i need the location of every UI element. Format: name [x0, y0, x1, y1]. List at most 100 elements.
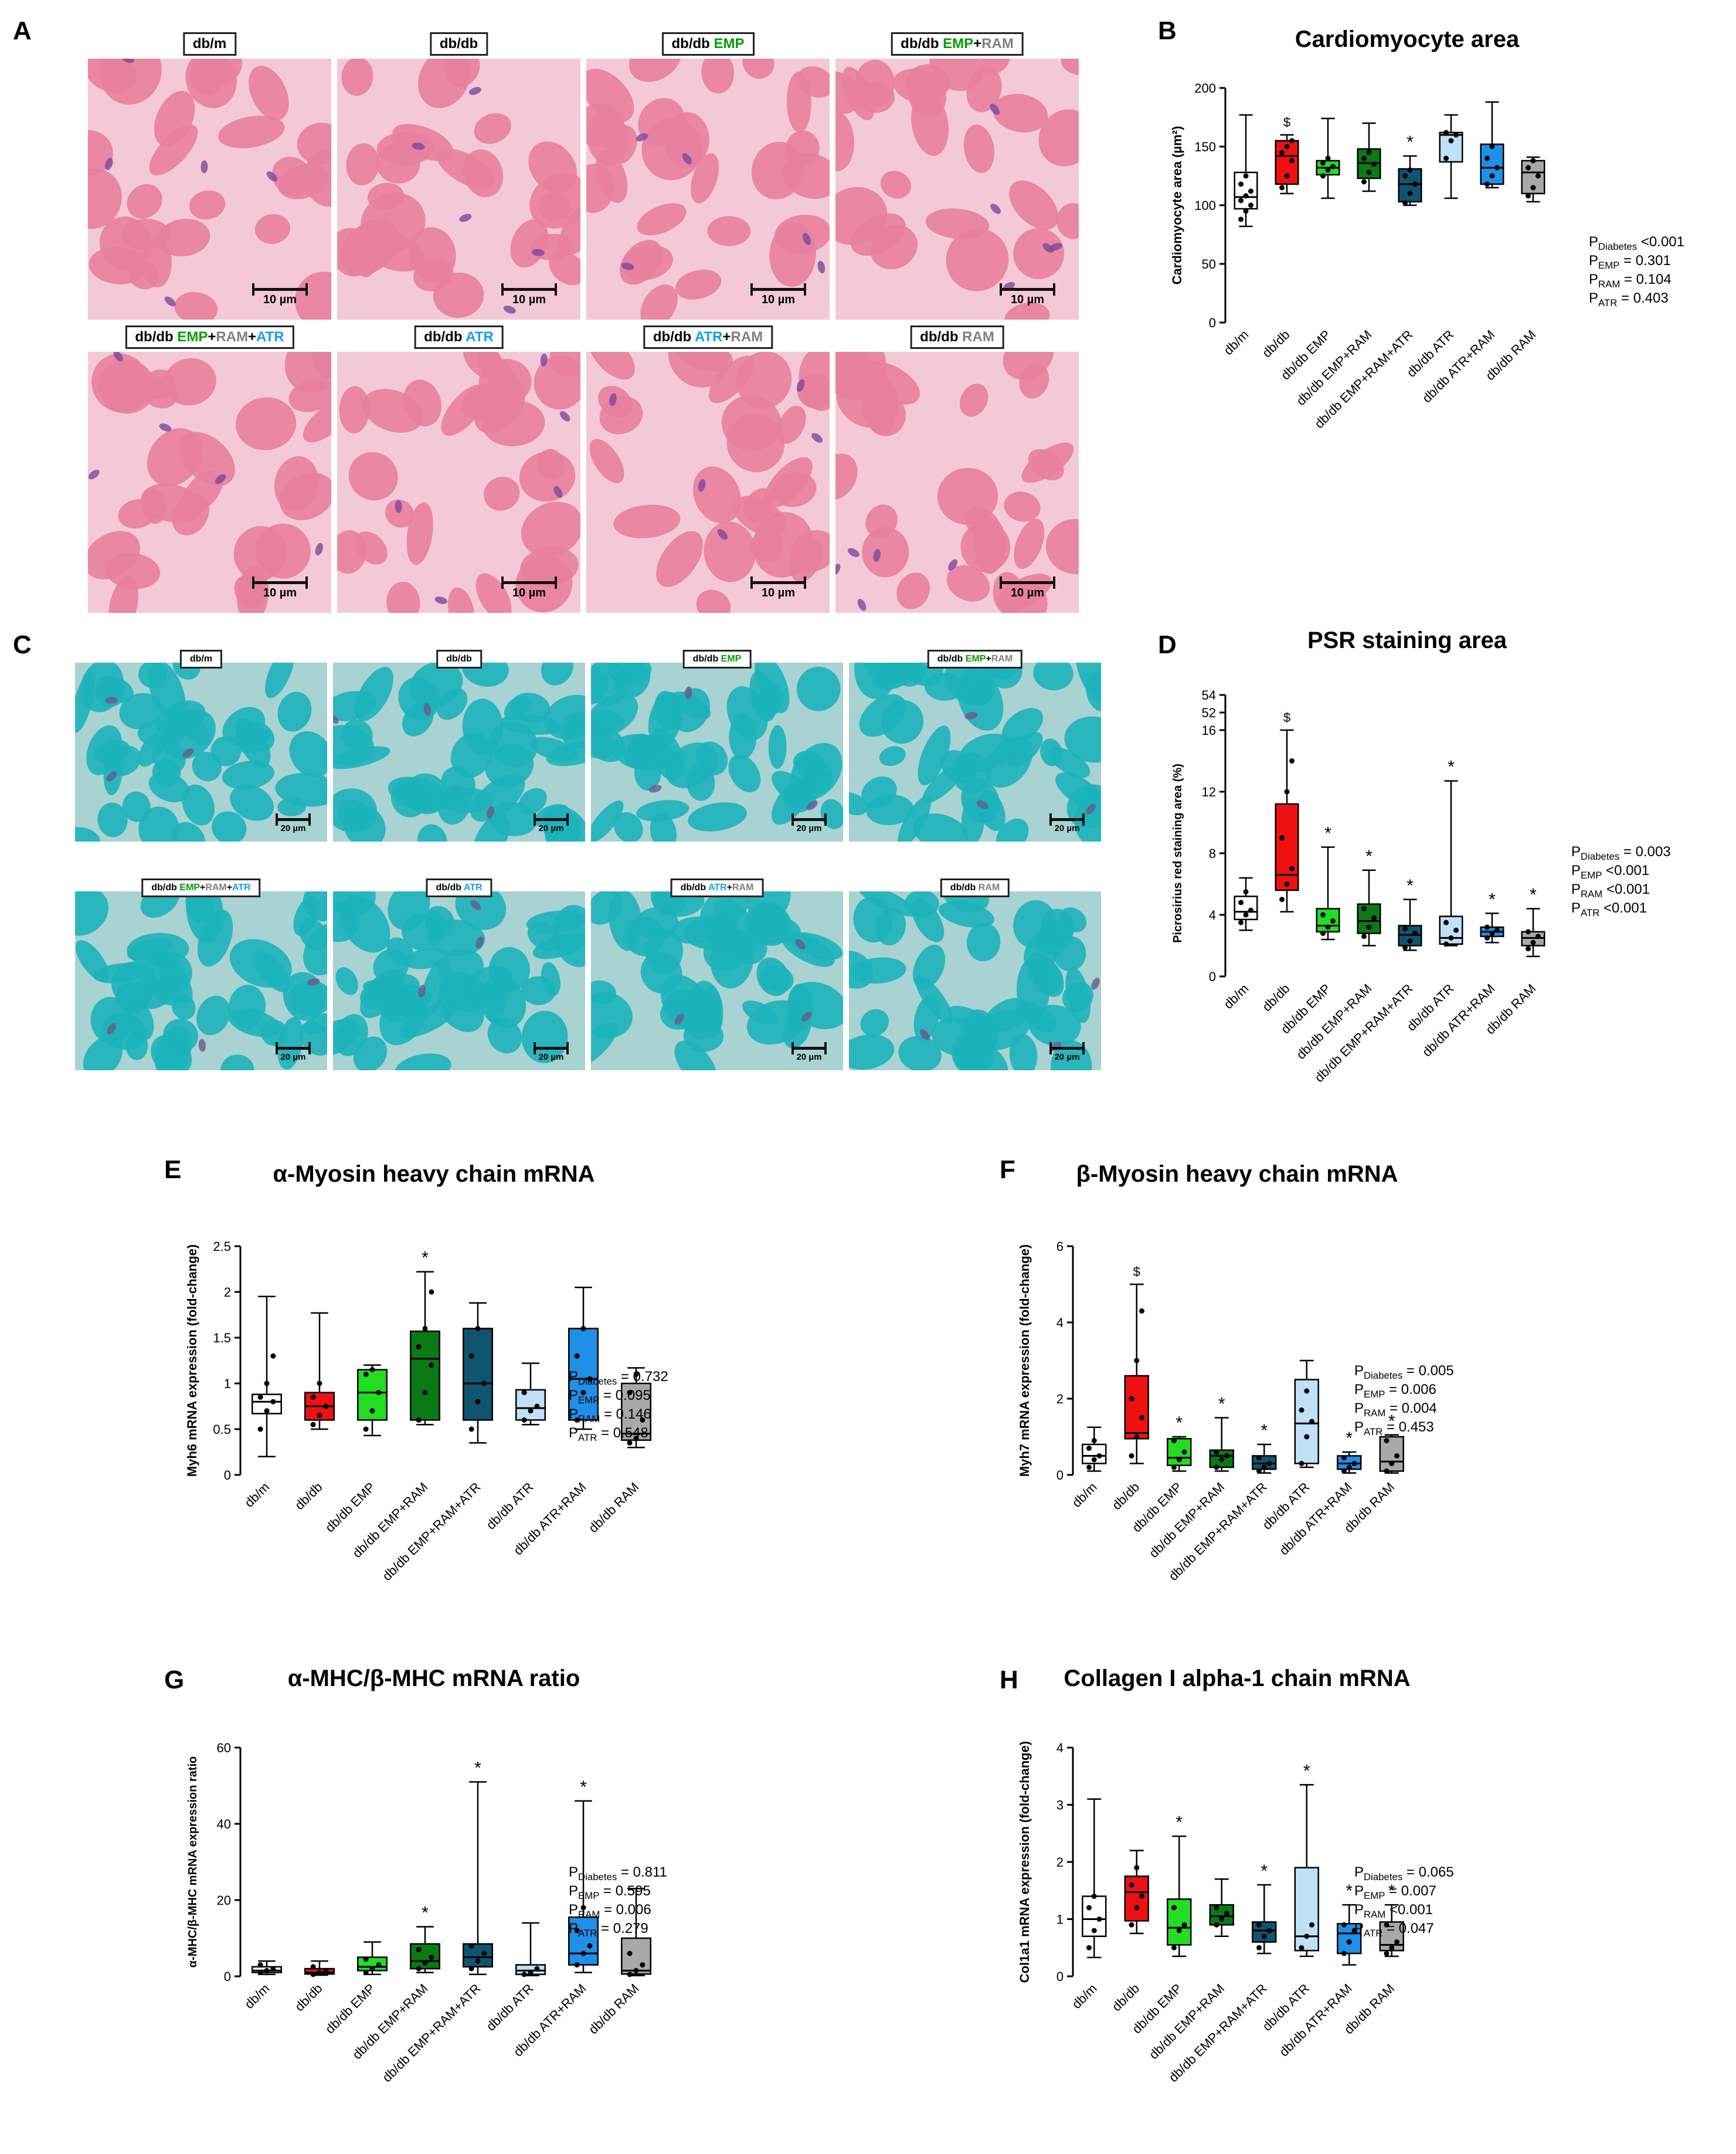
scale-bar-label: 10 µm [1010, 293, 1045, 306]
group-label-tag: db/db [429, 32, 488, 56]
box-4 [1398, 898, 1422, 951]
box-plot-svg: PSR staining area 0 4 8 12 16 52 54 Picrosirius … [1171, 627, 1671, 1085]
data-point [1256, 1455, 1262, 1461]
data-point [1096, 1453, 1102, 1458]
group-label-tag: db/m [182, 32, 237, 56]
group-label-tag: db/db ATR [414, 325, 504, 350]
micrograph-tile: db/db EMP 10 µm [586, 32, 830, 320]
data-point [521, 1390, 527, 1396]
data-point [1238, 198, 1244, 203]
box-0 [1082, 1798, 1107, 1959]
group-label-part: db/db [135, 329, 178, 345]
data-point [1171, 1945, 1177, 1951]
box-1 [304, 1960, 335, 1977]
box-5 [1439, 114, 1463, 199]
tissue-texture [835, 352, 1079, 613]
data-point [1139, 1415, 1145, 1420]
micrograph-tile: db/db EMP 20 µm [591, 650, 843, 842]
data-point [574, 1928, 580, 1933]
y-tick-label: 1 [1056, 1912, 1064, 1927]
data-point [1484, 924, 1490, 930]
data-point [270, 1399, 276, 1405]
data-point [1530, 939, 1536, 945]
box-2 [357, 1941, 388, 1975]
box-rect [410, 1943, 440, 1970]
data-point [1139, 1308, 1145, 1314]
y-tick-label: 52 [1202, 705, 1216, 720]
significance-mark: * [1324, 824, 1331, 843]
micrograph-tile: db/db ATR 10 µm [337, 325, 580, 613]
data-point [534, 1966, 540, 1972]
x-category-label: db/db EMP [322, 1480, 378, 1535]
data-point [1214, 1922, 1219, 1928]
box-rect [515, 1389, 546, 1421]
x-category-label: db/db RAM [586, 1480, 642, 1536]
chart-title: PSR staining area [1307, 627, 1507, 653]
micrograph-tile: db/db RAM 20 µm [849, 878, 1101, 1070]
group-label-part: ATR [232, 883, 251, 893]
y-tick-label: 60 [217, 1741, 231, 1755]
significance-mark: * [1261, 1861, 1268, 1881]
box-rect [621, 1382, 651, 1441]
box-rect [1167, 1898, 1192, 1946]
box-1 [304, 1312, 335, 1430]
data-point [1366, 150, 1372, 155]
data-point [363, 1970, 369, 1975]
data-point [468, 1966, 474, 1972]
box-rect [410, 1330, 440, 1421]
box-4 [463, 1302, 493, 1444]
box-4 [1252, 1884, 1277, 1955]
group-label-part: db/db [446, 654, 472, 664]
box-rect [463, 1328, 493, 1421]
box-rect [1294, 1379, 1319, 1464]
significance-mark: * [1407, 876, 1414, 895]
data-point [1526, 165, 1531, 171]
x-category-label: db/db EMP+RAM+ATR [379, 1480, 483, 1583]
panel-label-f: F [1000, 1155, 1015, 1184]
x-category-label: db/db [292, 1480, 325, 1513]
y-tick-label: 1 [224, 1376, 231, 1391]
chart-title: Cardiomyocyte area [1295, 26, 1520, 52]
y-tick-label: 4 [1209, 908, 1216, 922]
data-point [574, 1417, 580, 1423]
scale-bar-label: 10 µm [263, 586, 297, 599]
data-point [1224, 1453, 1230, 1458]
y-tick-label: 0 [1056, 1969, 1064, 1984]
data-point [1389, 1461, 1395, 1466]
data-point [1219, 1457, 1225, 1463]
group-label-part: ATR [466, 329, 494, 345]
data-point [1402, 200, 1408, 206]
x-category-label: db/m [242, 1981, 272, 2011]
p-value-line: PATR = 0.548 [569, 1425, 648, 1443]
group-label-part: + [208, 329, 216, 345]
p-value-line: PRAM <0.001 [1571, 881, 1650, 900]
data-point [627, 1390, 633, 1396]
box-2 [357, 1364, 388, 1437]
data-point [468, 1426, 474, 1432]
data-point [429, 1289, 434, 1295]
data-point [1304, 1434, 1310, 1440]
group-label-part: db/db [439, 36, 478, 52]
scale-bar-label: 20 µm [796, 1052, 822, 1062]
data-point [1279, 150, 1285, 155]
data-point [574, 1962, 580, 1968]
micrograph-tile: db/db 10 µm [337, 32, 580, 320]
data-point [429, 1955, 434, 1960]
data-point [1171, 1905, 1177, 1911]
x-category-label: db/db RAM [586, 1981, 642, 2037]
data-point [1219, 1916, 1225, 1922]
data-point [580, 1325, 586, 1331]
tissue-texture [88, 352, 331, 613]
data-point [1134, 1434, 1140, 1440]
data-point [1129, 1882, 1134, 1888]
data-point [1289, 158, 1295, 164]
box-plot-svg: Collagen I alpha-1 chain mRNA 0 1 2 3 4 Col1a1… [1017, 1665, 1454, 2085]
chart-mhc-ratio: α-MHC/β-MHC mRNA ratio 0 20 40 60 α-MHC/β-MHC… [152, 1660, 973, 2146]
chart-psr-staining-area: PSR staining area 0 4 8 12 16 52 54 Picrosirius … [1161, 627, 1724, 1135]
y-tick-label: 0 [224, 1969, 231, 1984]
data-point [640, 1417, 646, 1423]
scale-bar-label: 10 µm [1010, 586, 1045, 599]
group-label-part: db/m [189, 654, 213, 664]
data-point [1366, 169, 1372, 175]
box-0 [1234, 877, 1258, 931]
